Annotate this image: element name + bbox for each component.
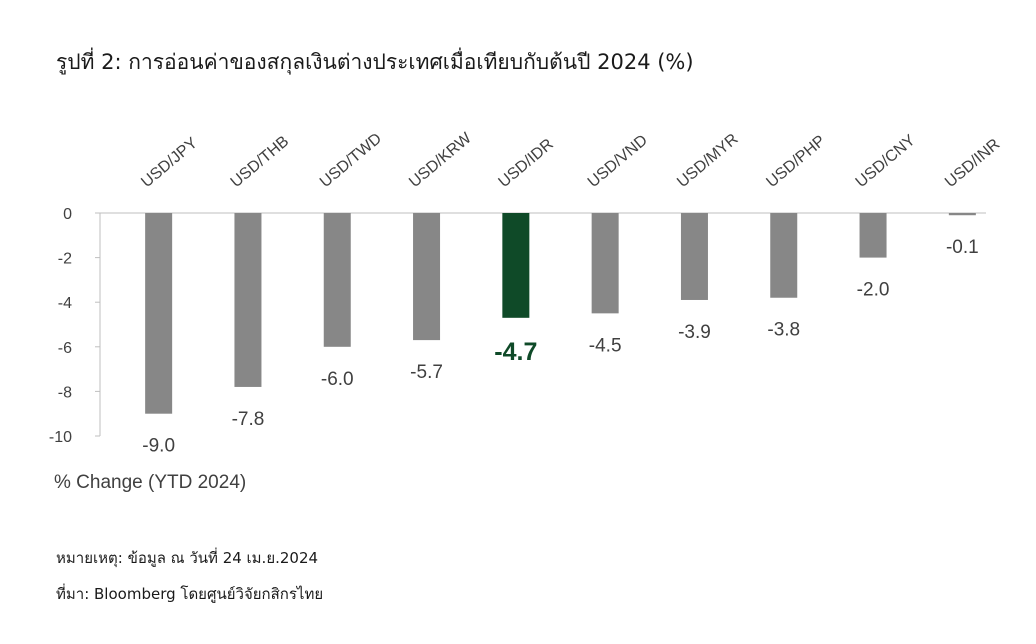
y-tick-label: -4 [58,295,72,312]
y-tick-label: -8 [58,384,72,401]
bar [323,213,351,347]
value-labels: -9.0 -7.8 -6.0 -5.7 -4.7 -4.5 -3.9 -3.8 -2.0 -0.1 [142,237,978,456]
value-label: -9.0 [142,436,175,457]
notes: หมายเหตุ: ข้อมูล ณ วันที่ 24 เม.ย.2024 ท… [56,540,323,612]
bar [770,213,798,298]
category-label: USD/PHP [763,132,828,191]
value-label: -6.0 [321,369,354,390]
category-label: USD/KRW [406,129,475,191]
value-label: -2.0 [857,280,890,301]
category-label: USD/CNY [853,132,919,192]
bar [145,213,173,414]
bar-series [145,213,976,414]
bar [680,213,708,300]
value-label: -3.8 [767,320,800,341]
chart-title: รูปที่ 2: การอ่อนค่าของสกุลเงินต่างประเท… [56,50,694,74]
value-label: -7.8 [232,409,265,430]
value-label: -0.1 [946,237,979,258]
category-label: USD/VND [585,132,651,191]
value-label: -4.7 [494,338,537,366]
bar [502,213,530,318]
bar [591,213,619,314]
category-label: USD/INR [942,136,1003,191]
bar [413,213,441,341]
category-label: USD/IDR [495,136,556,191]
value-label: -3.9 [678,322,711,343]
y-axis-label: % Change (YTD 2024) [54,472,246,493]
y-tick-label: -10 [49,429,72,446]
category-labels: USD/JPY USD/THB USD/TWD USD/KRW USD/IDR USD/V… [138,129,1003,191]
y-tick-label: 0 [63,206,72,223]
source-note: ที่มา: Bloomberg โดยศูนย์วิจัยกสิกรไทย [56,585,324,603]
value-label: -4.5 [589,335,622,356]
y-tick-label: -2 [58,251,72,268]
value-label: -5.7 [410,362,443,383]
bar [859,213,887,258]
category-label: USD/TWD [317,130,385,191]
category-label: USD/JPY [138,134,201,191]
bar-chart: 0 -2 -4 -6 -8 -10 USD/JPY USD/THB USD/TWD USD/KR… [49,129,1003,493]
category-label: USD/THB [228,133,293,191]
category-label: USD/MYR [674,131,741,191]
y-tick-label: -6 [58,340,72,357]
bar [948,213,976,216]
remark-note: หมายเหตุ: ข้อมูล ณ วันที่ 24 เม.ย.2024 [56,549,319,567]
bar [234,213,262,387]
